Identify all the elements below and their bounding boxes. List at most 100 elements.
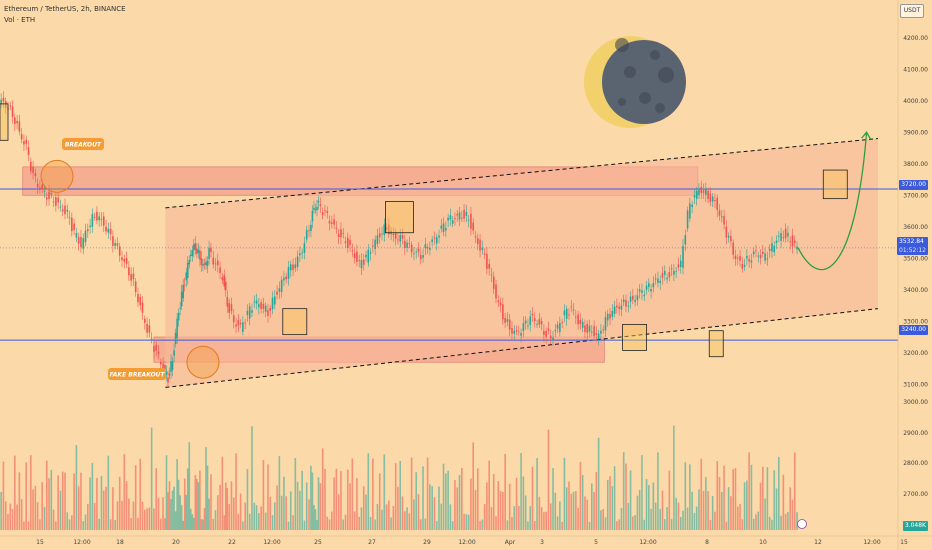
candle-body	[771, 243, 773, 252]
candle-body	[504, 318, 506, 323]
candle-body	[93, 216, 96, 218]
symbol-title[interactable]: Ethereum / TetherUS, 2h, BINANCE	[4, 5, 126, 13]
volume-bar	[670, 518, 673, 530]
volume-bar	[720, 491, 723, 530]
volume-bar	[316, 519, 318, 530]
volume-bar	[431, 486, 433, 530]
candle	[223, 269, 226, 291]
volume-bar	[153, 508, 155, 530]
candle-body	[264, 305, 267, 312]
candle	[134, 278, 137, 297]
candle	[602, 325, 604, 334]
candle-body	[561, 322, 563, 323]
candle	[144, 315, 146, 330]
volume-bar	[258, 513, 260, 530]
volume-bar	[438, 486, 440, 530]
candle-body	[228, 303, 230, 313]
candle-body	[787, 232, 789, 237]
candle-body	[529, 316, 532, 325]
volume-bar	[244, 502, 246, 530]
candle	[123, 254, 126, 269]
candle	[253, 295, 256, 309]
candle	[511, 321, 513, 341]
candle	[693, 188, 696, 205]
candle	[492, 271, 495, 294]
candle-body	[202, 264, 204, 266]
candle	[499, 297, 502, 313]
candle-body	[625, 299, 627, 307]
price-tick-label: 3800.00	[903, 161, 928, 168]
candle-body	[134, 281, 137, 293]
candle-body	[388, 224, 390, 235]
volume-bar	[237, 513, 240, 530]
candle-body	[278, 288, 281, 292]
candle	[479, 234, 481, 258]
volume-bar	[180, 505, 183, 530]
candle-body	[139, 296, 142, 306]
candle	[146, 317, 148, 338]
candle-body	[563, 310, 566, 316]
volume-bar	[77, 486, 80, 530]
candle-body	[224, 281, 227, 291]
volume-bar	[586, 499, 589, 530]
candle-body	[784, 228, 787, 239]
candle	[422, 248, 424, 263]
candle	[340, 222, 342, 245]
candle	[654, 273, 657, 285]
currency-button[interactable]: USDT	[900, 4, 924, 18]
volume-bar	[61, 471, 64, 530]
candle-body	[385, 226, 388, 230]
candle-body	[285, 276, 288, 280]
candle	[515, 325, 518, 336]
volume-bar	[274, 502, 276, 530]
candle	[447, 213, 449, 227]
candle-body	[130, 273, 132, 281]
candle	[349, 234, 351, 252]
volume-indicator-label[interactable]: Vol · ETH	[4, 16, 36, 24]
candle-body	[316, 206, 318, 211]
volume-bar	[401, 496, 404, 530]
volume-bar	[659, 509, 662, 530]
candle-body	[757, 255, 760, 257]
volume-bar	[545, 511, 547, 530]
candle	[269, 304, 272, 318]
candle	[186, 256, 189, 285]
volume-bar	[504, 453, 506, 530]
volume-bar	[200, 519, 203, 530]
candle	[34, 168, 37, 183]
candle	[736, 254, 739, 266]
volume-bar	[461, 468, 463, 530]
volume-bar	[260, 506, 262, 530]
candle-body	[727, 235, 730, 238]
volume-bar	[787, 512, 789, 530]
volume-bar	[399, 460, 402, 530]
forecast-arrowhead	[861, 131, 872, 140]
candle	[470, 206, 472, 236]
candle	[296, 250, 299, 271]
candle-body	[176, 318, 178, 338]
candle	[112, 230, 114, 253]
candle	[618, 302, 620, 316]
volume-bar	[397, 486, 399, 530]
candle	[206, 256, 209, 274]
candle-body	[600, 330, 602, 334]
candle-body	[397, 239, 399, 241]
candle	[536, 320, 538, 329]
volume-bar	[709, 520, 712, 530]
candle-body	[45, 197, 48, 200]
volume-bar	[214, 510, 217, 530]
candle-body	[492, 276, 495, 289]
candle	[787, 225, 789, 242]
candle	[20, 128, 23, 144]
support-price-tag: 3240.00	[899, 325, 928, 335]
volume-bar	[529, 506, 532, 530]
volume-bar	[570, 493, 573, 530]
volume-bar	[689, 464, 691, 530]
volume-bar	[82, 521, 85, 530]
volume-bar	[643, 519, 646, 530]
candle	[497, 295, 500, 307]
candle-body	[206, 260, 209, 267]
candle-body	[313, 207, 315, 210]
candle-body	[351, 250, 354, 252]
